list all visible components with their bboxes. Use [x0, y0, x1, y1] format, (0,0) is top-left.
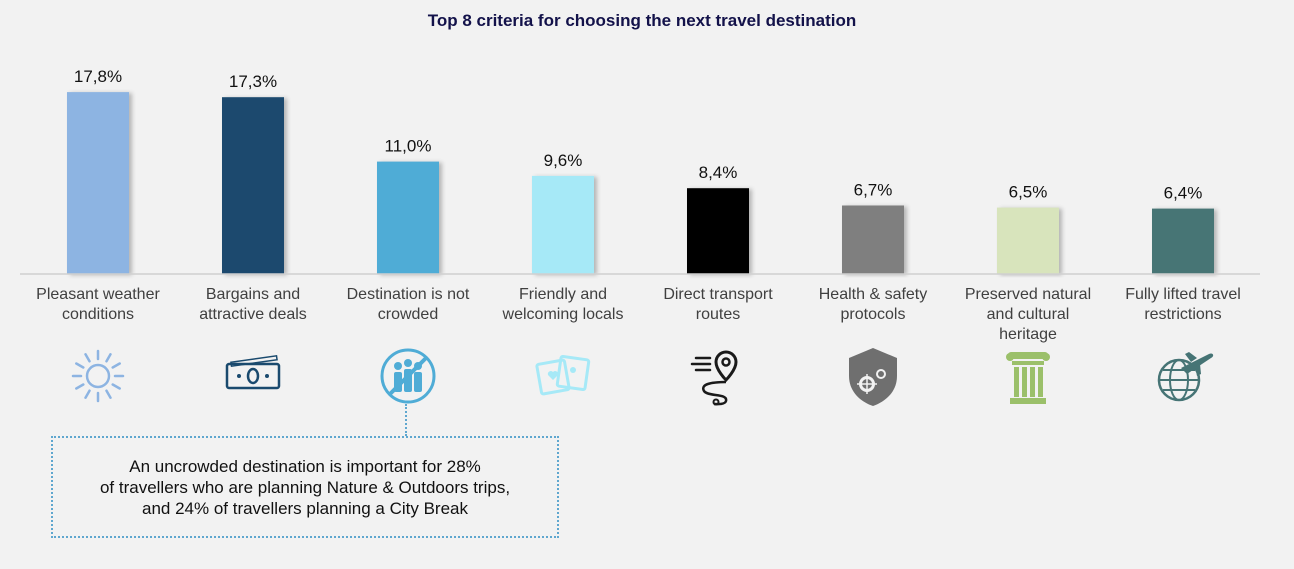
category-label-line: and cultural — [986, 306, 1070, 323]
banknote-icon — [221, 344, 285, 408]
category-label-3: Destination is not crowded — [333, 285, 483, 325]
category-label-6: Health & safety protocols — [798, 285, 948, 325]
category-label-2: Bargains and attractive deals — [178, 285, 328, 325]
bar-7 — [997, 207, 1059, 274]
category-label-7: Preserved natural and cultural heritage — [953, 285, 1103, 345]
category-label-line: Direct transport — [663, 286, 773, 303]
bar-6 — [842, 205, 904, 274]
no-crowd-icon — [376, 344, 440, 408]
route-pin-icon — [686, 344, 750, 408]
callout-box: An uncrowded destination is important fo… — [51, 436, 559, 538]
category-label-line: Preserved natural — [964, 286, 1092, 303]
photos-heart-icon — [531, 344, 595, 408]
category-label-line: crowded — [377, 306, 439, 323]
data-label-7: 6,5% — [1009, 183, 1048, 202]
virus-shield-icon — [841, 344, 905, 408]
data-label-2: 17,3% — [229, 72, 277, 91]
data-label-8: 6,4% — [1164, 184, 1203, 203]
column-icon — [996, 344, 1060, 408]
category-label-line: heritage — [999, 326, 1057, 343]
bar-3 — [377, 161, 439, 274]
sun-icon — [66, 344, 130, 408]
category-label-line: restrictions — [1144, 306, 1222, 323]
category-label-5: Direct transport routes — [643, 285, 793, 325]
category-label-8: Fully lifted travel restrictions — [1108, 285, 1258, 325]
bar-4 — [532, 175, 594, 274]
callout-text: An uncrowded destination is important fo… — [99, 456, 511, 518]
plane-globe-icon — [1151, 344, 1215, 408]
data-label-4: 9,6% — [544, 151, 583, 170]
category-label-line: welcoming locals — [502, 306, 624, 323]
chart-title: Top 8 criteria for choosing the next tra… — [427, 11, 857, 30]
data-label-3: 11,0% — [385, 137, 432, 156]
callout-connector — [405, 404, 407, 436]
category-label-line: Health & safety — [818, 286, 928, 303]
category-label-1: Pleasant weather conditions — [23, 285, 173, 325]
bar-1 — [67, 92, 129, 274]
category-label-line: routes — [695, 306, 741, 323]
category-label-line: conditions — [61, 306, 135, 323]
category-label-line: Pleasant weather — [36, 286, 160, 303]
bar-2 — [222, 97, 284, 274]
bar-8 — [1152, 208, 1214, 274]
category-label-line: Fully lifted travel — [1125, 286, 1241, 303]
data-label-6: 6,7% — [854, 181, 893, 200]
category-label-line: Bargains and — [205, 286, 301, 303]
category-label-line: Friendly and — [518, 286, 608, 303]
data-label-5: 8,4% — [699, 163, 738, 182]
category-label-line: protocols — [840, 306, 906, 323]
category-label-4: Friendly and welcoming locals — [488, 285, 638, 325]
category-label-line: Destination is not — [346, 286, 470, 303]
bar-5 — [687, 188, 749, 274]
category-label-line: attractive deals — [199, 306, 307, 323]
data-label-1: 17,8% — [74, 67, 122, 86]
